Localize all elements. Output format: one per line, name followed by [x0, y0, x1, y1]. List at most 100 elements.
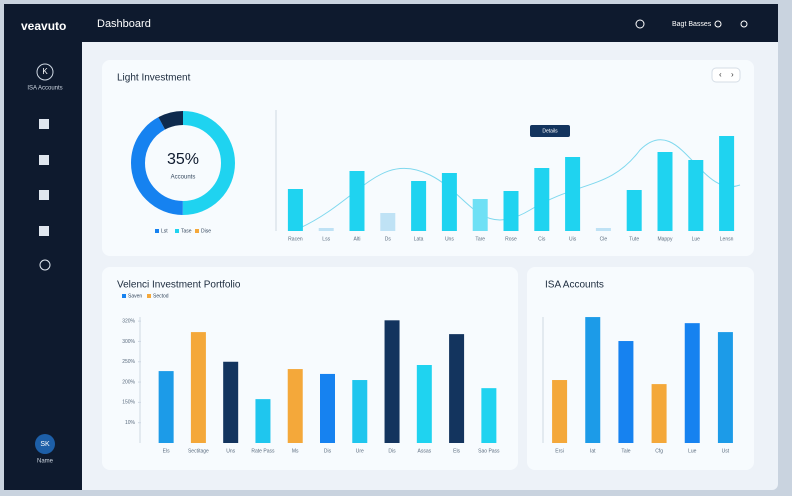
legend-label: Tase — [181, 228, 192, 234]
x-tick-label: Ust — [722, 448, 730, 454]
x-tick-label: Cfg — [655, 448, 663, 454]
legend-label: Lst — [161, 228, 168, 234]
y-tick-label: 320% — [122, 318, 135, 324]
x-tick-label: Uns — [226, 448, 235, 454]
bar — [688, 160, 704, 231]
bar — [255, 399, 271, 443]
x-tick-label: Lensn — [720, 236, 734, 242]
avatar-initials: SK — [40, 441, 50, 448]
legend-swatch — [147, 294, 151, 298]
x-tick-label: Tare — [475, 236, 485, 242]
x-tick-label: Els — [453, 448, 460, 454]
legend-swatch — [122, 294, 126, 298]
x-tick-label: Els — [163, 448, 170, 454]
x-tick-label: Dis — [388, 448, 396, 454]
search-button[interactable] — [714, 20, 722, 28]
nav-help[interactable] — [39, 259, 51, 271]
bar — [534, 168, 550, 231]
x-tick-label: Lue — [688, 448, 697, 454]
trend-line — [299, 139, 741, 229]
bar — [472, 199, 488, 231]
bar — [585, 317, 601, 443]
bar — [657, 152, 673, 231]
x-tick-label: Alti — [354, 236, 361, 242]
bar — [411, 181, 427, 231]
x-tick-label: Uns — [445, 236, 454, 242]
legend-swatch — [155, 229, 159, 233]
x-tick-label: Sectitage — [188, 448, 209, 454]
x-tick-label: Lata — [414, 236, 424, 242]
bar — [626, 190, 642, 231]
header-title: Dashboard — [97, 18, 151, 30]
nav-home[interactable] — [39, 119, 49, 129]
x-tick-label: Ersi — [555, 448, 564, 454]
pager[interactable] — [711, 67, 741, 83]
x-tick-label: Cle — [600, 236, 608, 242]
y-tick-label: 300% — [122, 339, 135, 345]
x-tick-label: Mappy — [657, 236, 673, 242]
bar — [352, 380, 368, 443]
bar — [481, 388, 497, 443]
x-tick-label: Cis — [538, 236, 546, 242]
pager-next[interactable]: › — [731, 70, 734, 79]
profile-label: ISA Accounts — [27, 86, 62, 92]
bar — [503, 191, 519, 231]
bar — [684, 323, 700, 443]
bar — [318, 228, 334, 231]
panel-title: ISA Accounts — [545, 280, 604, 291]
x-tick-label: Ms — [292, 448, 299, 454]
x-tick-label: Lue — [692, 236, 701, 242]
x-tick-label: Dis — [324, 448, 332, 454]
legend-label: Dise — [201, 228, 211, 234]
donut-sublabel: Accounts — [171, 175, 196, 181]
pager-prev[interactable]: ‹ — [719, 70, 722, 79]
bar — [158, 371, 174, 443]
x-tick-label: Lss — [322, 236, 330, 242]
settings-button[interactable] — [740, 20, 748, 28]
brand: veavuto — [21, 19, 66, 33]
avatar[interactable] — [35, 434, 55, 454]
bar — [717, 332, 733, 443]
avatar-name: Name — [37, 459, 54, 465]
nav-star[interactable] — [39, 155, 49, 165]
donut-segment — [131, 111, 235, 215]
bar — [618, 341, 634, 443]
legend-swatch — [175, 229, 179, 233]
bar — [384, 320, 400, 443]
panel-top — [102, 60, 754, 256]
tooltip — [530, 125, 570, 137]
search-icon[interactable] — [635, 19, 645, 29]
x-tick-label: Ure — [356, 448, 364, 454]
y-tick-label: 250% — [122, 359, 135, 365]
x-tick-label: Rose — [505, 236, 517, 242]
bar — [565, 157, 581, 231]
x-tick-label: Iat — [590, 448, 596, 454]
sidebar — [4, 4, 82, 490]
bar — [223, 361, 239, 443]
x-tick-label: Sao Pass — [478, 448, 500, 454]
x-tick-label: Rate Pass — [251, 448, 275, 454]
bar — [651, 384, 667, 443]
panel-title: Velenci Investment Portfolio — [117, 280, 241, 291]
y-tick-label: 200% — [122, 379, 135, 385]
panel-title: Light Investment — [117, 73, 191, 84]
tooltip-label: Details — [542, 128, 558, 134]
nav-save[interactable] — [39, 190, 49, 200]
header — [82, 4, 778, 42]
user-name[interactable]: Bagt Basses — [672, 21, 712, 28]
bar — [595, 228, 611, 231]
legend-label: Sectod — [153, 293, 169, 299]
y-tick-label: 10% — [125, 420, 136, 426]
nav-bank[interactable] — [39, 226, 49, 236]
bar — [441, 173, 457, 231]
profile-icon[interactable] — [36, 63, 54, 81]
y-tick-label: 150% — [122, 400, 135, 406]
bar — [380, 213, 396, 231]
profile-initial: K — [42, 67, 48, 76]
x-tick-label: Tute — [629, 236, 639, 242]
bar — [416, 365, 432, 443]
panel-portfolio — [102, 267, 518, 470]
bar — [287, 189, 303, 231]
